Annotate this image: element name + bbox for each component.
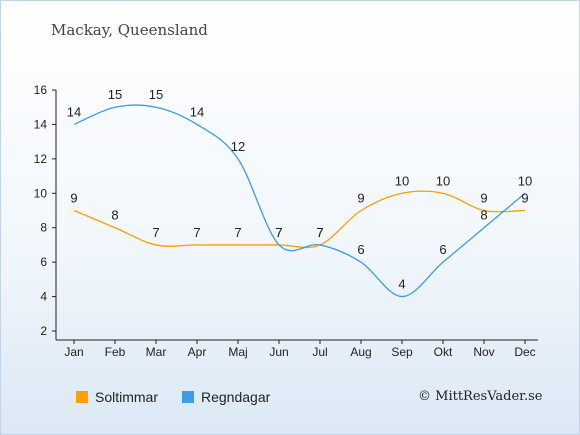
data-label-soltimmar: 7: [152, 225, 159, 240]
data-label-regndagar: 12: [231, 139, 245, 154]
data-label-soltimmar: 9: [357, 191, 364, 206]
legend-label-regndagar: Regndagar: [201, 389, 271, 405]
y-tick-label: 10: [34, 186, 48, 200]
data-label-soltimmar: 7: [275, 225, 282, 240]
data-label-regndagar: 14: [67, 104, 81, 119]
data-label-regndagar: 10: [518, 173, 532, 188]
legend-label-soltimmar: Soltimmar: [95, 389, 159, 405]
x-tick-label: Mar: [146, 345, 167, 359]
series-line-regndagar: [73, 104, 526, 298]
y-tick-label: 12: [34, 152, 48, 166]
data-label-soltimmar: 8: [111, 208, 118, 223]
series-line-soltimmar: [73, 190, 526, 249]
data-label-soltimmar: 7: [316, 225, 323, 240]
x-tick-label: Apr: [188, 345, 207, 359]
y-tick-label: 14: [34, 117, 48, 131]
x-tick-label: Jun: [269, 345, 288, 359]
data-label-regndagar: 15: [149, 87, 163, 102]
x-tick-label: Feb: [105, 345, 126, 359]
y-tick-label: 4: [40, 290, 47, 304]
legend-swatch-regndagar: [182, 391, 194, 403]
series-lines: [73, 104, 526, 298]
x-tick-label: Okt: [434, 345, 453, 359]
data-label-soltimmar: 7: [234, 225, 241, 240]
x-tick-label: Dec: [514, 345, 535, 359]
data-label-soltimmar: 9: [521, 191, 528, 206]
data-label-regndagar: 8: [480, 208, 487, 223]
data-label-soltimmar: 10: [436, 173, 450, 188]
x-tick-label: Maj: [228, 345, 247, 359]
x-tick-label: Aug: [350, 345, 371, 359]
data-label-soltimmar: 9: [480, 191, 487, 206]
legend-swatch-soltimmar: [76, 391, 88, 403]
legend-item-soltimmar: Soltimmar: [76, 389, 158, 405]
data-label-regndagar: 7: [316, 225, 323, 240]
data-label-soltimmar: 7: [193, 225, 200, 240]
y-tick-label: 8: [40, 221, 47, 235]
y-tick-label: 2: [40, 324, 47, 338]
legend-item-regndagar: Regndagar: [182, 389, 270, 405]
data-label-regndagar: 15: [108, 87, 122, 102]
axes: 2 4 6 8 10 12 14 16 Jan Feb Mar Apr Maj Jun Jul Aug Sep O…: [34, 83, 538, 359]
x-tick-label: Jul: [312, 345, 327, 359]
data-label-regndagar: 6: [439, 242, 446, 257]
data-label-regndagar: 4: [398, 277, 405, 292]
y-tick-label: 16: [34, 83, 48, 97]
chart-title: Mackay, Queensland: [51, 21, 208, 39]
x-tick-label: Sep: [391, 345, 413, 359]
x-tick-label: Jan: [64, 345, 83, 359]
y-tick-label: 6: [40, 255, 47, 269]
credit-text: © MittResVader.se: [418, 389, 543, 404]
data-label-regndagar: 14: [190, 104, 204, 119]
x-tick-label: Nov: [473, 345, 494, 359]
data-label-regndagar: 7: [275, 225, 282, 240]
data-label-soltimmar: 9: [70, 191, 77, 206]
data-label-regndagar: 6: [357, 242, 364, 257]
data-label-soltimmar: 10: [395, 173, 409, 188]
